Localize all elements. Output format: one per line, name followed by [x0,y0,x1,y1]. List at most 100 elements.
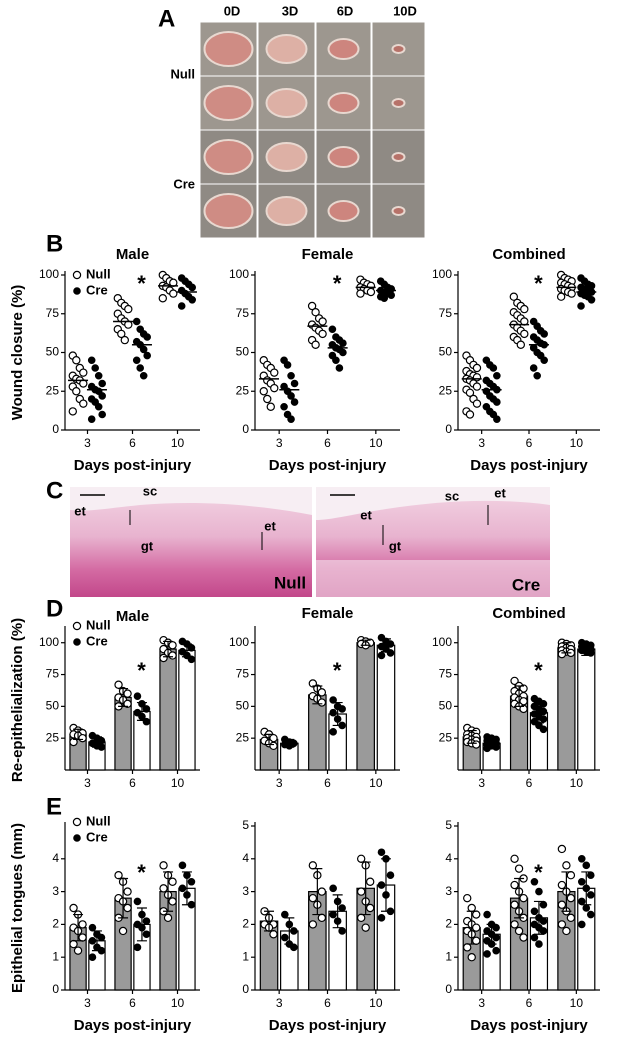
data-point [269,741,278,751]
data-point [168,897,177,906]
y-tick-label: 75 [46,667,60,681]
data-point [188,283,197,292]
data-point [467,903,476,913]
data-point [308,679,318,688]
data-point [259,387,268,396]
chart-title: Combined [492,605,565,622]
data-point [577,877,586,886]
data-point [287,371,295,380]
histology-label: Cre [512,575,540,594]
x-tick-label: 6 [526,776,533,790]
y-tick-label: 100 [432,267,452,281]
data-point [188,295,197,304]
error-bar [73,913,84,942]
data-point [283,361,292,369]
data-point [509,292,519,301]
histology-label: et [494,485,506,500]
legend-label: Null [86,266,111,281]
data-point [577,920,586,929]
data-point [539,707,548,716]
data-point [78,933,87,942]
error-bar [533,900,544,935]
y-tick-label: 100 [432,635,452,649]
data-point [143,333,152,341]
data-point [365,877,375,886]
data-point [187,655,196,664]
row-label: Null [170,66,195,81]
data-point [493,371,501,380]
histology-background [316,560,550,597]
data-point [514,926,524,936]
x-tick-label: 10 [171,776,185,790]
x-tick-label: 6 [129,436,136,450]
data-point [270,368,279,377]
data-point [465,388,475,397]
data-point [159,884,168,893]
data-point [539,917,548,925]
data-point [510,920,519,929]
data-point [483,744,491,753]
histology-label: et [74,503,86,518]
wound [203,31,254,67]
x-tick-label: 10 [171,996,185,1010]
legend-marker [72,817,82,827]
data-point [69,939,78,949]
data-point [586,871,595,880]
x-tick-label: 3 [276,996,283,1010]
data-point [329,910,337,919]
data-point [339,339,347,348]
data-point [88,923,97,932]
wound [327,38,360,60]
data-point [483,910,491,919]
data-point [465,410,475,419]
data-point [483,950,491,958]
y-tick-label: 2 [52,917,59,931]
data-point [187,877,196,886]
data-point [139,345,148,354]
error-bar [118,877,129,919]
data-point [177,302,186,310]
wound [327,200,360,222]
x-tick-label: 6 [324,436,331,450]
data-point [87,356,96,365]
error-bar [284,917,295,945]
significance-mark: * [137,860,146,885]
data-point [386,649,395,657]
y-tick-label: 75 [439,306,453,320]
data-point [311,308,320,317]
legend-marker [72,621,82,631]
error-bar [380,858,391,912]
data-point [361,923,370,932]
error-bar [466,910,477,945]
wound [265,34,308,64]
y-tick-label: 50 [46,699,60,713]
data-point [335,364,344,372]
data-point [566,871,576,880]
data-point [365,903,375,913]
data-point [159,653,168,663]
data-point [530,877,539,886]
x-tick-label: 10 [570,996,584,1010]
y-tick-label: 100 [229,267,249,281]
y-axis-label: Wound closure (%) [9,285,26,421]
y-tick-label: 0 [52,422,59,436]
panel-label: C [46,477,63,504]
data-point [539,900,548,909]
error-bar [91,736,102,748]
data-point [308,861,318,870]
wound [391,152,406,162]
x-tick-label: 6 [129,776,136,790]
data-point [88,936,97,945]
y-tick-label: 0 [445,422,452,436]
histology-label: Null [274,573,306,592]
data-point [178,861,187,870]
data-point [307,301,317,311]
data-point [270,383,279,393]
data-point [178,884,187,893]
legend-label: Null [86,617,111,632]
histology-label: et [360,507,372,522]
data-point [377,848,386,857]
data-point [317,698,327,707]
y-tick-label: 25 [46,383,60,397]
error-bar [136,701,147,721]
